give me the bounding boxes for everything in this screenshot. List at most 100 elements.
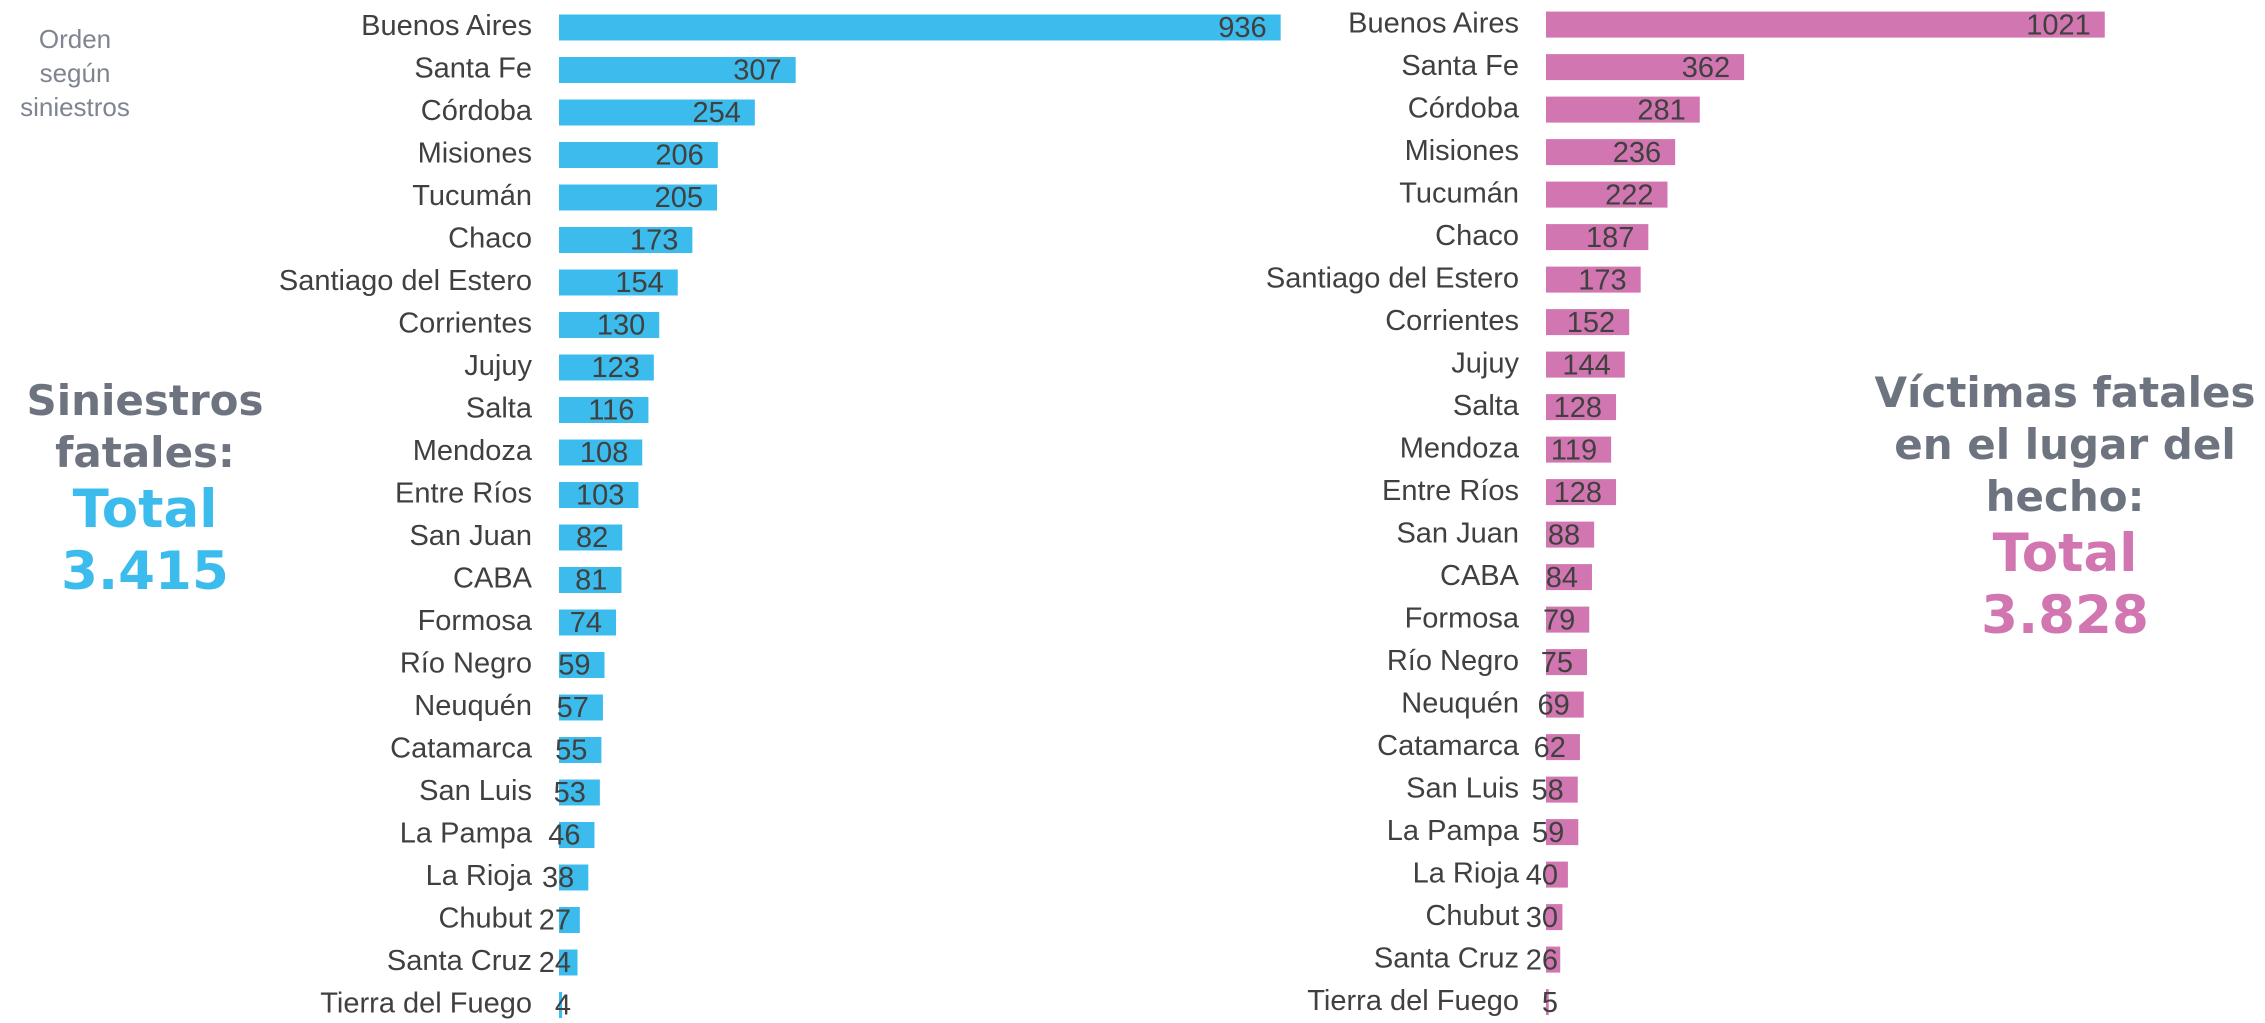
- category-label: CABA: [1440, 560, 1520, 592]
- bar: [1546, 309, 1630, 336]
- value-label: 130: [597, 310, 645, 342]
- category-label: Salta: [1453, 390, 1520, 422]
- value-label: 205: [655, 182, 703, 214]
- category-label: Formosa: [1405, 602, 1520, 634]
- bar: [1546, 266, 1641, 293]
- bar: [559, 227, 693, 253]
- bar: [559, 142, 718, 168]
- bar: [559, 864, 589, 891]
- right-summary: Víctimas fatales en el lugar del hecho: …: [1866, 367, 2264, 647]
- bar: [1546, 649, 1588, 676]
- value-label: 38: [542, 862, 574, 894]
- category-label: Santa Cruz: [387, 945, 532, 977]
- bar: [559, 397, 649, 423]
- total-value: 3.828: [1981, 585, 2149, 646]
- category-label: Chaco: [448, 223, 532, 255]
- value-label: 154: [615, 267, 663, 299]
- category-label: Córdoba: [1408, 92, 1520, 124]
- bar: [1546, 521, 1595, 548]
- sort-note: Orden según siniestros: [20, 24, 130, 122]
- value-label: 59: [1532, 817, 1564, 849]
- category-label: Tucumán: [412, 180, 532, 212]
- bar: [1546, 946, 1561, 973]
- bar: [559, 779, 600, 806]
- value-label: 81: [575, 565, 607, 597]
- bar: [559, 694, 603, 721]
- bar: [559, 312, 660, 338]
- category-label: La Rioja: [1413, 857, 1520, 889]
- value-label: 26: [1526, 944, 1558, 976]
- category-label: Corrientes: [398, 308, 532, 340]
- category-label: La Pampa: [1387, 815, 1520, 847]
- category-label: Corrientes: [1385, 305, 1519, 337]
- category-label: Entre Ríos: [395, 478, 532, 510]
- value-label: 24: [539, 947, 571, 979]
- category-label: Santa Fe: [1401, 50, 1519, 82]
- value-label: 79: [1543, 604, 1575, 636]
- bar: [1546, 606, 1590, 633]
- value-label: 173: [630, 225, 678, 257]
- bar: [559, 567, 622, 593]
- bar: [1546, 394, 1617, 421]
- chart-title: Siniestros fatales:: [26, 376, 264, 477]
- bar: [1546, 181, 1668, 208]
- category-label: Salta: [466, 393, 533, 425]
- category-label: Catamarca: [1377, 730, 1520, 762]
- category-label: Neuquén: [1401, 687, 1519, 719]
- category-label: Misiones: [1405, 135, 1519, 167]
- bar: [559, 354, 654, 381]
- bar: [559, 907, 580, 933]
- value-label: 59: [558, 650, 590, 682]
- category-label: Santiago del Estero: [1266, 262, 1519, 294]
- bar: [1546, 479, 1617, 506]
- category-label: Mendoza: [1400, 432, 1520, 464]
- category-label: Jujuy: [464, 350, 532, 382]
- bar: [1546, 351, 1625, 378]
- bar: [1546, 734, 1580, 761]
- chart-title: Víctimas fatales en el lugar del hecho:: [1874, 368, 2256, 521]
- value-label: 88: [1548, 519, 1580, 551]
- category-label: Jujuy: [1451, 347, 1519, 379]
- left-summary: Siniestros fatales: Total 3.415: [20, 375, 270, 603]
- value-label: 173: [1578, 264, 1626, 296]
- value-label: 281: [1637, 94, 1685, 126]
- category-label: Tierra del Fuego: [1307, 985, 1519, 1017]
- value-label: 53: [554, 777, 586, 809]
- bar: [559, 737, 602, 763]
- category-label: Buenos Aires: [1348, 7, 1519, 39]
- category-label: Buenos Aires: [361, 10, 532, 42]
- category-label: Chaco: [1435, 220, 1519, 252]
- value-label: 206: [655, 140, 703, 172]
- value-label: 62: [1534, 732, 1566, 764]
- bar: [559, 524, 623, 551]
- category-label: Tierra del Fuego: [320, 988, 532, 1020]
- category-label: Santa Cruz: [1374, 942, 1519, 974]
- bar: [559, 949, 578, 976]
- bar: [1546, 564, 1592, 591]
- bar: [1546, 861, 1568, 888]
- category-label: Chubut: [1425, 900, 1519, 932]
- category-label: Misiones: [418, 138, 532, 170]
- category-label: San Juan: [409, 520, 532, 552]
- value-label: 57: [557, 692, 589, 724]
- bar: [1546, 54, 1745, 81]
- bar: [559, 652, 605, 678]
- value-label: 1021: [2026, 9, 2091, 41]
- category-label: Santiago del Estero: [279, 265, 532, 297]
- value-label: 4: [555, 990, 571, 1022]
- bar: [559, 57, 796, 83]
- bar: [1546, 139, 1676, 166]
- bar: [559, 14, 1281, 41]
- value-label: 69: [1537, 689, 1569, 721]
- category-label: La Pampa: [400, 818, 533, 850]
- bar: [1546, 691, 1584, 718]
- value-label: 5: [1542, 987, 1558, 1019]
- value-label: 128: [1554, 477, 1602, 509]
- value-label: 103: [576, 480, 624, 512]
- category-label: Neuquén: [414, 690, 532, 722]
- total-value: 3.415: [61, 541, 229, 602]
- value-label: 128: [1554, 392, 1602, 424]
- value-label: 123: [591, 352, 639, 384]
- total-label: Total: [72, 479, 218, 540]
